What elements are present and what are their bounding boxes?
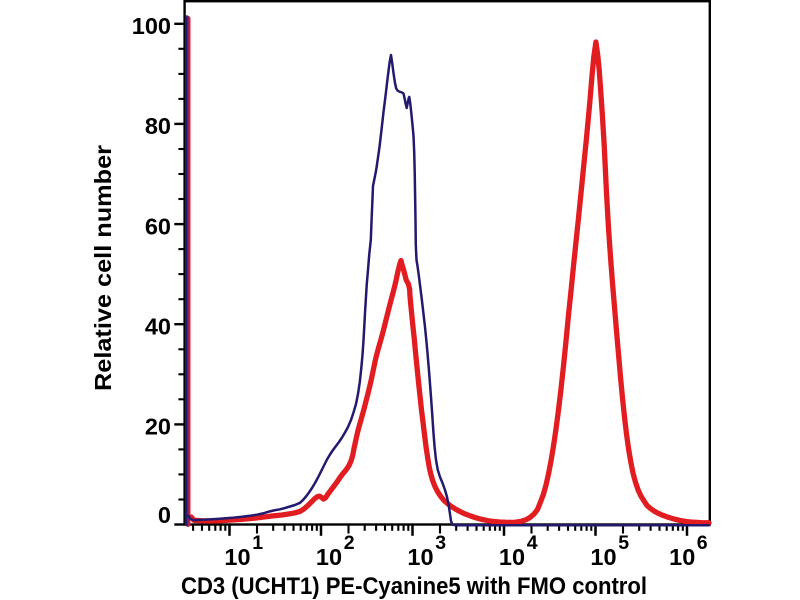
svg-text:CD3 (UCHT1) PE-Cyanine5 with F: CD3 (UCHT1) PE-Cyanine5 with FMO control xyxy=(181,573,647,600)
svg-text:6: 6 xyxy=(697,532,708,554)
svg-text:0: 0 xyxy=(158,502,171,528)
svg-text:40: 40 xyxy=(145,313,171,339)
svg-text:Relative cell number: Relative cell number xyxy=(90,145,116,391)
svg-text:100: 100 xyxy=(132,13,171,39)
svg-text:4: 4 xyxy=(527,532,538,554)
svg-text:10: 10 xyxy=(316,544,342,570)
svg-text:1: 1 xyxy=(252,532,263,554)
svg-text:20: 20 xyxy=(145,414,171,440)
svg-text:60: 60 xyxy=(145,213,171,239)
svg-text:2: 2 xyxy=(344,532,355,554)
svg-text:10: 10 xyxy=(590,544,616,570)
svg-text:10: 10 xyxy=(224,544,250,570)
svg-text:3: 3 xyxy=(435,532,446,554)
svg-text:10: 10 xyxy=(499,544,525,570)
svg-text:80: 80 xyxy=(145,113,171,139)
svg-text:5: 5 xyxy=(618,532,629,554)
svg-text:10: 10 xyxy=(407,544,433,570)
svg-text:10: 10 xyxy=(669,544,695,570)
